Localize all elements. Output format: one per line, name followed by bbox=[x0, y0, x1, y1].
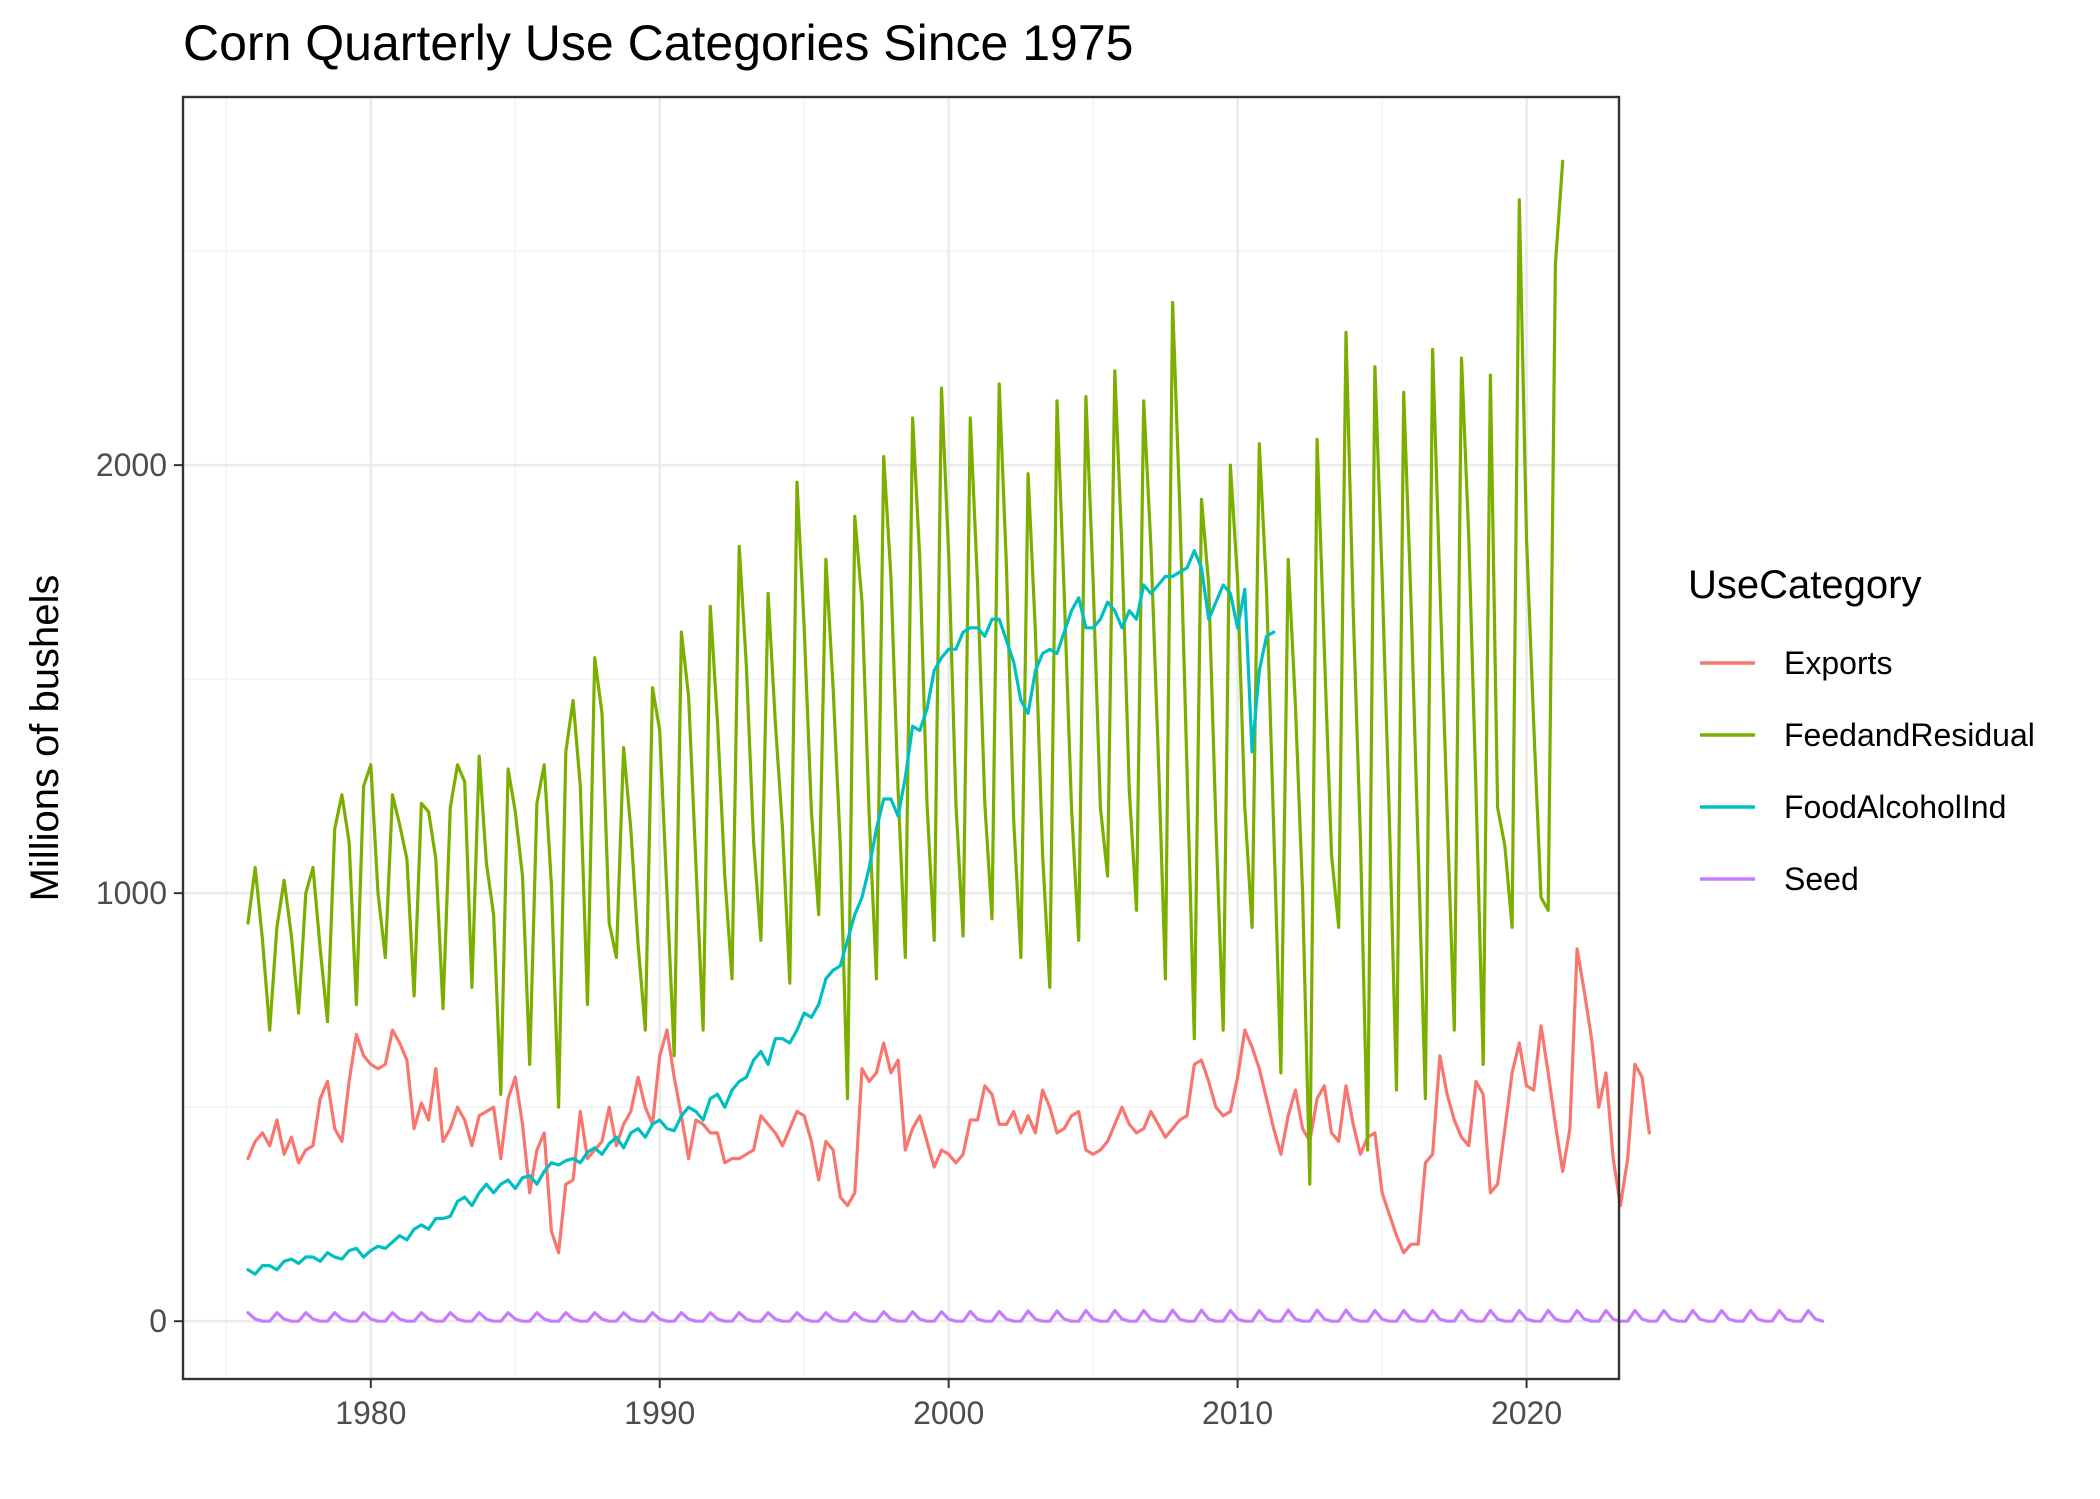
y-tick-label: 1000 bbox=[96, 875, 167, 911]
legend-label-feedandresidual: FeedandResidual bbox=[1784, 717, 2035, 753]
legend-label-seed: Seed bbox=[1784, 861, 1859, 897]
grid bbox=[183, 97, 1619, 1379]
axis-ticks: 1980 1990 2000 2010 2020 0 1000 2000 bbox=[96, 447, 1562, 1431]
chart-title: Corn Quarterly Use Categories Since 1975 bbox=[183, 15, 1133, 71]
legend-label-foodalcoholind: FoodAlcoholInd bbox=[1784, 789, 2006, 825]
legend-title: UseCategory bbox=[1688, 563, 1921, 607]
series-line-exports bbox=[246, 947, 1651, 1255]
x-tick-label: 1980 bbox=[335, 1395, 406, 1431]
x-tick-label: 2010 bbox=[1202, 1395, 1273, 1431]
y-tick-label: 0 bbox=[149, 1303, 167, 1339]
x-tick-label: 2000 bbox=[913, 1395, 984, 1431]
series-line-foodalcoholind bbox=[246, 549, 1276, 1276]
x-tick-label: 2020 bbox=[1491, 1395, 1562, 1431]
legend-label-exports: Exports bbox=[1784, 645, 1892, 681]
legend-items: Exports FeedandResidual FoodAlcoholInd Seed bbox=[1700, 645, 2035, 897]
series-line-feedandresidual bbox=[246, 159, 1565, 1186]
x-tick-label: 1990 bbox=[624, 1395, 695, 1431]
series-lines bbox=[246, 159, 1825, 1323]
legend: UseCategory Exports FeedandResidual FoodAl… bbox=[1688, 563, 2035, 897]
panel-border bbox=[181, 95, 1621, 1381]
y-axis-label: Millions of bushels bbox=[23, 575, 67, 902]
series-line-seed bbox=[246, 1308, 1825, 1323]
y-tick-label: 2000 bbox=[96, 447, 167, 483]
